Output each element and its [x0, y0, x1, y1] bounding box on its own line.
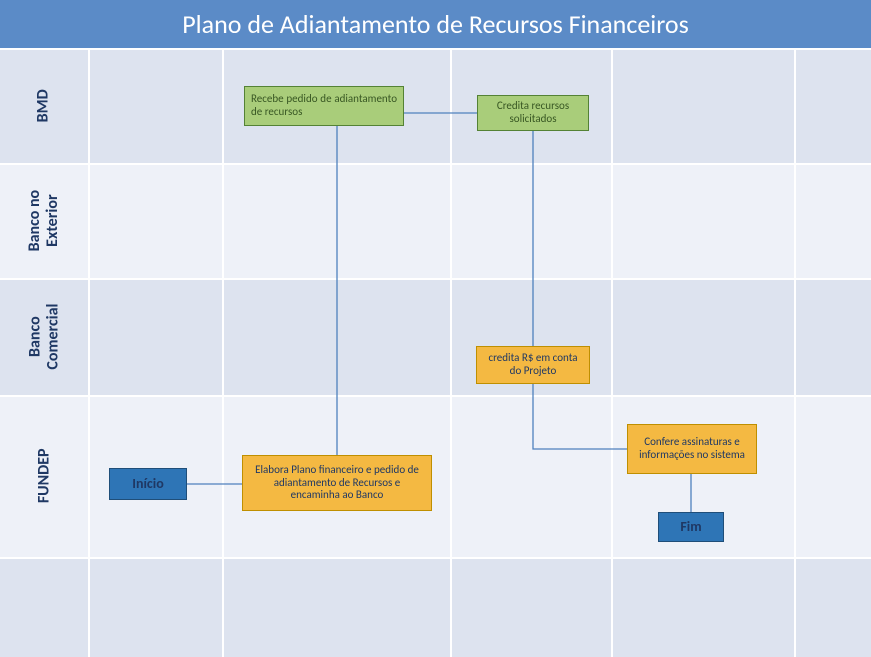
node-inicio: Início — [109, 468, 187, 500]
lane-bmd: BMD — [0, 48, 871, 163]
node-elabora: Elabora Plano financeiro e pedido de adi… — [242, 455, 432, 511]
node-recebe: Recebe pedido de adiantamento de recurso… — [244, 86, 404, 126]
lane-label-bmd: BMD — [0, 48, 88, 163]
node-fim: Fim — [658, 512, 724, 542]
diagram-title: Plano de Adiantamento de Recursos Financ… — [0, 0, 871, 48]
lane-label-banco-comercial: BancoComercial — [0, 278, 88, 395]
swimlane-diagram: Plano de Adiantamento de Recursos Financ… — [0, 0, 871, 657]
title-text: Plano de Adiantamento de Recursos Financ… — [182, 8, 689, 40]
lane-label-banco-exterior: Banco noExterior — [0, 163, 88, 278]
node-creditars: credita R$ em conta do Projeto — [476, 346, 590, 384]
row-divider — [0, 557, 871, 559]
lane-banco-comercial: BancoComercial — [0, 278, 871, 395]
lane-banco-exterior: Banco noExterior — [0, 163, 871, 278]
node-confere: Confere assinaturas e informações no sis… — [627, 424, 757, 474]
node-credita: Credita recursos solicitados — [477, 95, 589, 131]
lane-label-fundep: FUNDEP — [0, 395, 88, 557]
